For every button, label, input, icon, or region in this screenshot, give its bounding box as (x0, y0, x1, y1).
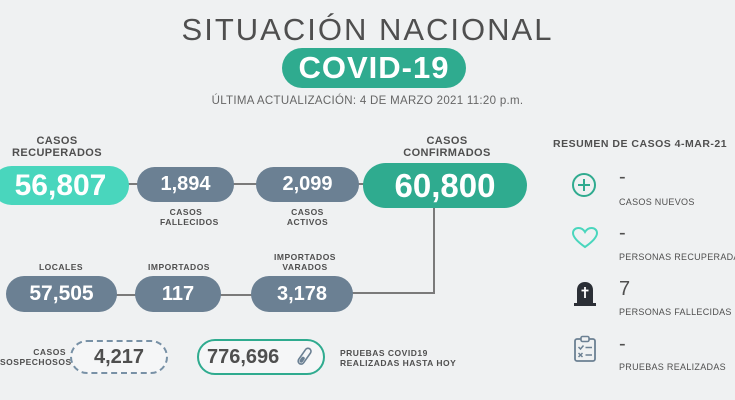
active-label: CASOS ACTIVOS (286, 207, 329, 227)
deaths-label: CASOS FALLECIDOS (160, 207, 219, 227)
summary-title: RESUMEN DE CASOS 4-MAR-21 (553, 138, 728, 150)
summary-value-deaths: 7 (619, 278, 631, 300)
local-label: LOCALES (38, 262, 84, 272)
connector-line-row2-to-confirmed (340, 292, 435, 294)
tombstone-icon (572, 279, 598, 312)
confirmed-label: CASOS CONFIRMADOS (403, 135, 491, 159)
summary-label-tests: PRUEBAS REALIZADAS (619, 362, 726, 372)
stranded-label: IMPORTADOS VARADOS (274, 252, 336, 272)
summary-label-recovered: PERSONAS RECUPERADAS (619, 252, 735, 262)
summary-value-tests: - (619, 333, 626, 355)
summary-value-new-cases: - (619, 166, 626, 188)
active-value: 2,099 (256, 167, 359, 202)
tests-value: 776,696 (207, 346, 280, 368)
suspected-value: 4,217 (70, 340, 168, 374)
local-value: 57,505 (6, 276, 117, 312)
test-tube-icon (295, 346, 313, 373)
suspected-label: CASOS SOSPECHOSOS (0, 347, 72, 367)
page-title: SITUACIÓN NACIONAL (181, 12, 554, 47)
connector-line-vertical (433, 205, 435, 293)
connector-line-row1 (100, 183, 380, 185)
plus-circle-icon (571, 172, 597, 203)
covid-badge: COVID-19 (282, 48, 466, 88)
confirmed-value: 60,800 (363, 163, 527, 208)
tests-pill: 776,696 (197, 339, 325, 375)
recovered-value: 56,807 (0, 166, 129, 205)
imported-value: 117 (135, 276, 221, 312)
last-updated-text: ÚLTIMA ACTUALIZACIÓN: 4 DE MARZO 2021 11… (211, 95, 524, 107)
stranded-value: 3,178 (251, 276, 353, 312)
summary-label-deaths: PERSONAS FALLECIDAS (619, 307, 732, 317)
heart-icon (571, 226, 599, 255)
recovered-label: CASOS RECUPERADOS (12, 135, 102, 159)
summary-label-new-cases: CASOS NUEVOS (619, 197, 695, 207)
imported-label: IMPORTADOS (148, 262, 210, 272)
summary-value-recovered: - (619, 222, 626, 244)
clipboard-icon (573, 335, 597, 368)
tests-label: PRUEBAS COVID19 REALIZADAS HASTA HOY (340, 348, 457, 368)
deaths-value: 1,894 (137, 167, 234, 202)
